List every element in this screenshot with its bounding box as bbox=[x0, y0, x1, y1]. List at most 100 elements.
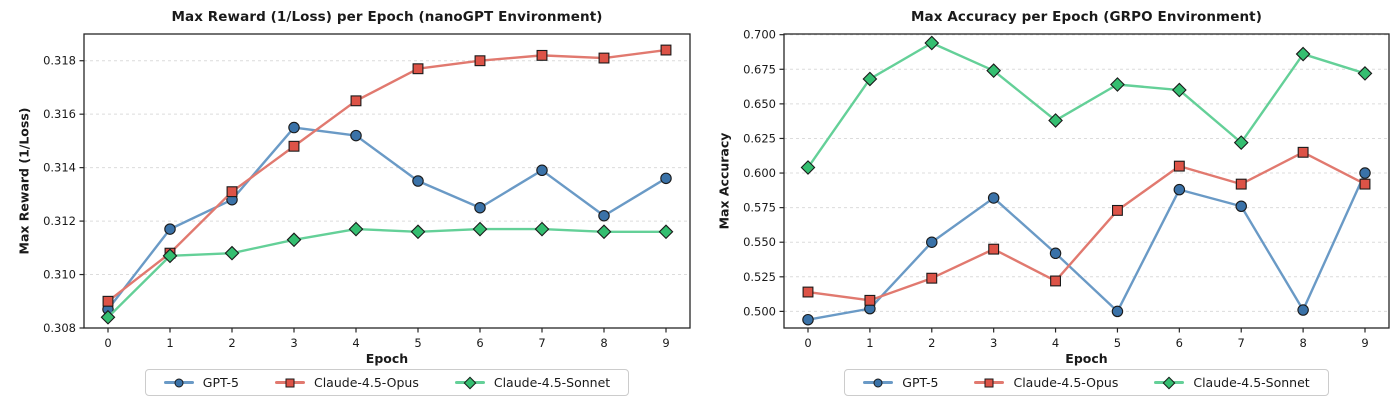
x-tick-label: 1 bbox=[166, 336, 173, 350]
data-point-circle bbox=[660, 172, 672, 185]
data-point-circle bbox=[164, 223, 176, 235]
data-point-diamond bbox=[100, 309, 116, 325]
data-point-square bbox=[226, 186, 238, 198]
legend-label-sonnet: Claude-4.5-Sonnet bbox=[1193, 375, 1310, 390]
data-point-circle bbox=[1235, 200, 1247, 212]
x-tick-label: 4 bbox=[1052, 336, 1059, 350]
x-tick-label: 5 bbox=[1114, 336, 1121, 350]
data-point-square bbox=[1359, 178, 1371, 190]
data-point-diamond bbox=[1048, 113, 1063, 128]
data-point-square bbox=[598, 52, 610, 64]
sonnet-line-marker-swatch bbox=[1154, 376, 1185, 390]
gpt5-line-marker-swatch bbox=[863, 376, 894, 390]
y-tick-label: 0.550 bbox=[743, 235, 776, 249]
data-point-circle bbox=[926, 236, 938, 248]
data-point-diamond bbox=[286, 232, 302, 248]
data-point-diamond bbox=[224, 245, 240, 261]
series-claude-4.5-sonnet bbox=[100, 221, 674, 325]
x-axis: 0 1 2 3 4 5 6 7 8 9 bbox=[104, 328, 670, 350]
legend-item-gpt5: GPT-5 bbox=[863, 375, 938, 390]
data-point-diamond bbox=[1357, 66, 1373, 81]
y-axis-label-accuracy: Max Accuracy bbox=[716, 132, 732, 230]
x-axis: 0 1 2 3 4 5 6 7 8 9 bbox=[804, 328, 1369, 350]
data-point-circle bbox=[536, 164, 548, 177]
data-point-diamond bbox=[410, 224, 426, 240]
data-point-diamond bbox=[162, 248, 178, 264]
data-point-square bbox=[988, 243, 1000, 255]
x-tick-label: 8 bbox=[1299, 336, 1306, 350]
x-tick-label: 3 bbox=[990, 336, 997, 350]
x-tick-label: 5 bbox=[414, 336, 421, 350]
data-point-square bbox=[1173, 160, 1185, 172]
y-tick-label: 0.314 bbox=[43, 161, 76, 175]
x-tick-label: 7 bbox=[538, 336, 545, 350]
data-point-diamond bbox=[1295, 46, 1311, 62]
legend-label-sonnet: Claude-4.5-Sonnet bbox=[493, 375, 611, 390]
data-point-square bbox=[474, 55, 486, 67]
data-point-diamond bbox=[862, 71, 878, 87]
series-line bbox=[806, 41, 1367, 169]
x-tick-label: 2 bbox=[928, 336, 935, 350]
x-axis-label-epoch-right: Epoch bbox=[1065, 351, 1108, 366]
grpo-accuracy-chart: 0.500 0.525 0.550 0.575 0.600 0.625 0.650 0.675… bbox=[743, 28, 1390, 350]
y-tick-label: 0.525 bbox=[743, 270, 776, 284]
legend-item-opus: Claude-4.5-Opus bbox=[274, 375, 419, 390]
data-point-circle bbox=[1173, 183, 1186, 196]
data-point-diamond bbox=[1171, 82, 1187, 98]
data-point-circle bbox=[598, 209, 610, 222]
y-tick-label: 0.575 bbox=[743, 201, 776, 215]
data-point-diamond bbox=[534, 221, 550, 237]
y-tick-label: 0.316 bbox=[43, 107, 76, 121]
y-tick-label: 0.650 bbox=[743, 97, 776, 111]
series-line bbox=[106, 48, 668, 303]
data-point-square bbox=[660, 44, 672, 56]
y-tick-label: 0.625 bbox=[743, 131, 776, 145]
x-tick-label: 6 bbox=[1176, 336, 1183, 350]
x-tick-label: 6 bbox=[476, 336, 483, 350]
data-point-square bbox=[802, 286, 814, 298]
legend-row-right: GPT-5 Claude-4.5-Opus Claude-4.5-Sonnet bbox=[784, 369, 1389, 396]
data-point-square bbox=[926, 272, 938, 284]
data-point-diamond bbox=[1110, 77, 1125, 92]
chart-panel-grpo: 0.500 0.525 0.550 0.575 0.600 0.625 0.650 0.675… bbox=[700, 0, 1399, 409]
y-tick-label: 0.500 bbox=[743, 304, 776, 318]
x-tick-label: 9 bbox=[662, 336, 669, 350]
data-point-diamond bbox=[596, 224, 612, 240]
x-tick-label: 1 bbox=[866, 336, 873, 350]
x-tick-label: 0 bbox=[804, 336, 811, 350]
data-point-square bbox=[102, 295, 114, 307]
legend-right: GPT-5 Claude-4.5-Opus Claude-4.5-Sonnet bbox=[844, 369, 1329, 396]
data-point-diamond bbox=[1233, 135, 1249, 150]
series-line bbox=[806, 151, 1367, 302]
legend-item-opus: Claude-4.5-Opus bbox=[974, 375, 1118, 390]
chart-panel-nanogpt: 0.308 0.310 0.312 0.314 0.316 0.318 0 1 2 3 4 5 6 7 8 9… bbox=[17, 9, 691, 396]
data-point-square bbox=[412, 63, 424, 75]
axes-box bbox=[783, 33, 1390, 329]
series-gpt-5 bbox=[102, 121, 672, 316]
y-axis: 0.500 0.525 0.550 0.575 0.600 0.625 0.650 0.675… bbox=[743, 28, 784, 318]
series-claude-4.5-sonnet bbox=[800, 35, 1373, 175]
data-point-diamond bbox=[924, 35, 940, 51]
data-point-diamond bbox=[348, 221, 364, 237]
y-tick-label: 0.312 bbox=[43, 214, 76, 228]
data-point-diamond bbox=[800, 160, 816, 175]
chart-title-nanogpt: Max Reward (1/Loss) per Epoch (nanoGPT E… bbox=[171, 9, 603, 25]
x-tick-label: 0 bbox=[104, 336, 111, 350]
data-point-diamond bbox=[658, 224, 674, 240]
gridlines bbox=[84, 60, 690, 329]
legend-item-sonnet: Claude-4.5-Sonnet bbox=[454, 375, 611, 390]
legend-label-gpt5: GPT-5 bbox=[902, 375, 939, 390]
series-claude-4.5-opus bbox=[102, 44, 672, 307]
data-point-circle bbox=[987, 192, 1000, 204]
y-axis: 0.308 0.310 0.312 0.314 0.316 0.318 bbox=[43, 54, 84, 335]
y-tick-label: 0.310 bbox=[43, 268, 76, 282]
legend-row-left: GPT-5 Claude-4.5-Opus Claude-4.5-Sonnet bbox=[84, 369, 690, 396]
series-line bbox=[106, 227, 668, 319]
x-tick-label: 9 bbox=[1361, 336, 1368, 350]
nanogpt-reward-chart: 0.308 0.310 0.312 0.314 0.316 0.318 0 1 2 3 4 5 6 7 8 9 bbox=[43, 33, 691, 350]
chart-title-grpo: Max Accuracy per Epoch (GRPO Environment… bbox=[910, 9, 1262, 25]
y-tick-label: 0.700 bbox=[743, 28, 776, 42]
data-point-square bbox=[1050, 275, 1062, 287]
y-tick-label: 0.318 bbox=[43, 54, 76, 68]
x-tick-label: 3 bbox=[290, 336, 297, 350]
